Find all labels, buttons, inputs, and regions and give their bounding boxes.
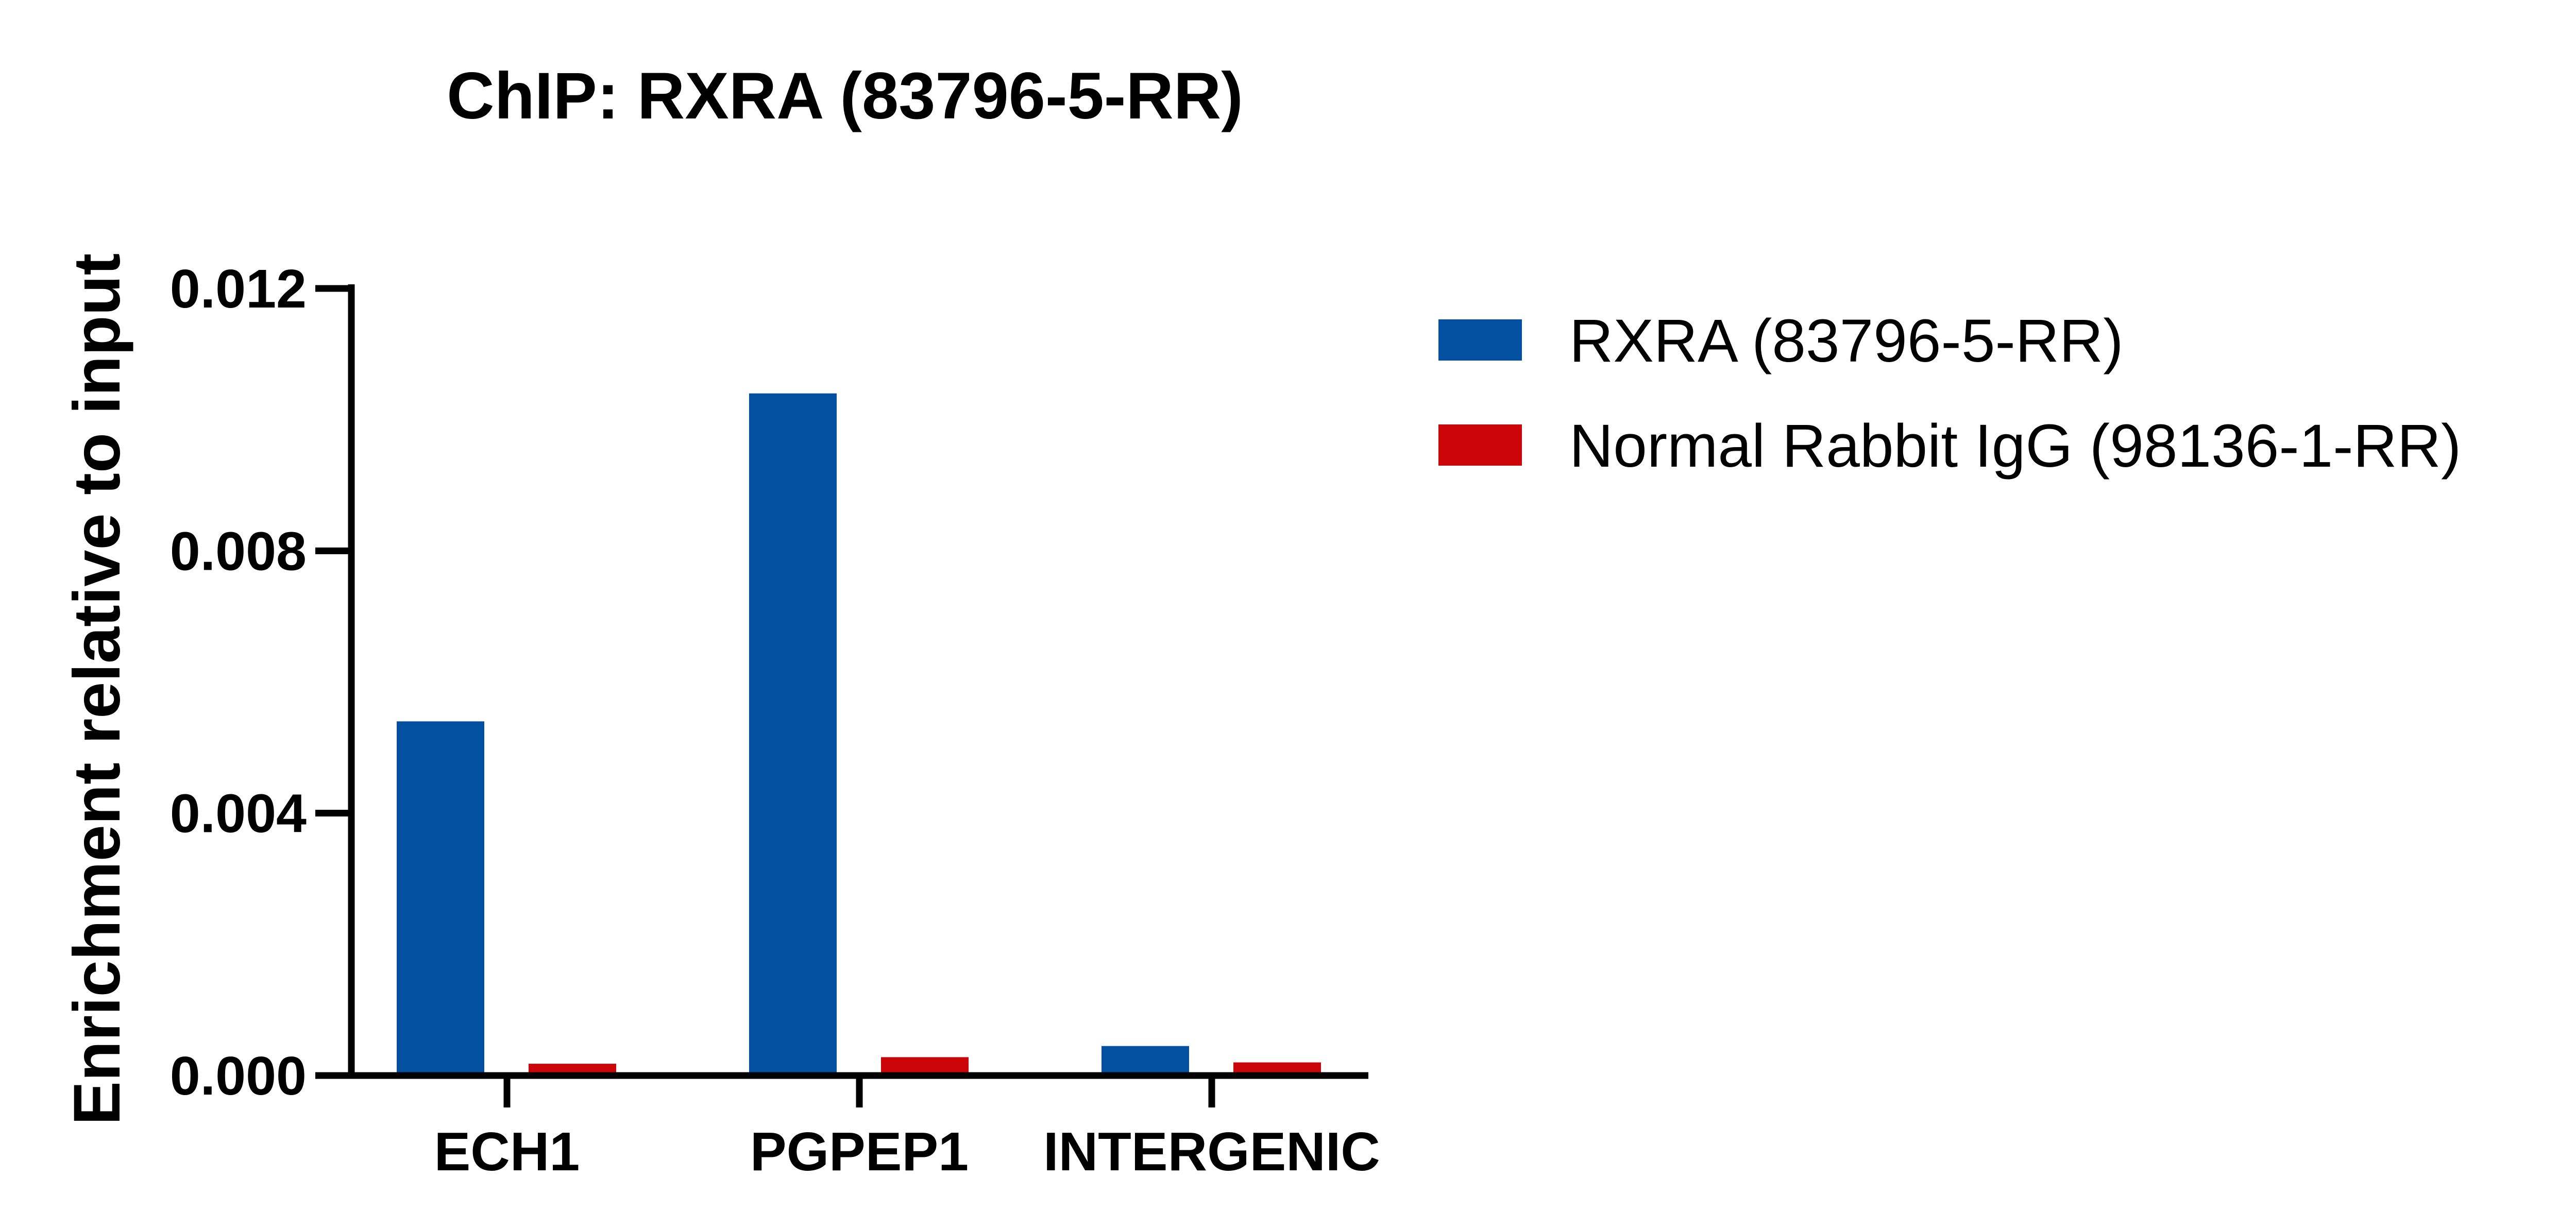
y-tick-label: 0.004 bbox=[170, 783, 307, 844]
x-ticks-group: ECH1 PGPEP1 INTERGENIC bbox=[434, 1076, 1380, 1182]
legend-swatch bbox=[1438, 424, 1522, 466]
y-tick-label: 0.008 bbox=[170, 521, 307, 582]
legend-label: Normal Rabbit IgG (98136-1-RR) bbox=[1569, 412, 2461, 480]
x-tick-label: INTERGENIC bbox=[1043, 1121, 1380, 1182]
x-tick-label: ECH1 bbox=[434, 1121, 580, 1182]
legend: RXRA (83796-5-RR) Normal Rabbit IgG (9813… bbox=[1438, 307, 2461, 480]
bar-rxra-ech1 bbox=[397, 721, 484, 1076]
bar-rxra-pgpep1 bbox=[749, 393, 837, 1076]
legend-label: RXRA (83796-5-RR) bbox=[1569, 307, 2123, 375]
chart-title: ChIP: RXRA (83796-5-RR) bbox=[447, 59, 1243, 133]
y-tick-label: 0.000 bbox=[170, 1046, 307, 1106]
x-tick-label: PGPEP1 bbox=[750, 1121, 969, 1182]
axes-group bbox=[348, 284, 1368, 1079]
bars-group bbox=[397, 393, 1321, 1076]
y-axis-title: Enrichment relative to input bbox=[60, 253, 134, 1125]
bar-rxra-intergenic bbox=[1101, 1046, 1189, 1076]
y-ticks-group: 0.000 0.004 0.008 0.012 bbox=[170, 259, 351, 1106]
legend-swatch bbox=[1438, 319, 1522, 361]
y-tick-label: 0.012 bbox=[170, 259, 307, 319]
